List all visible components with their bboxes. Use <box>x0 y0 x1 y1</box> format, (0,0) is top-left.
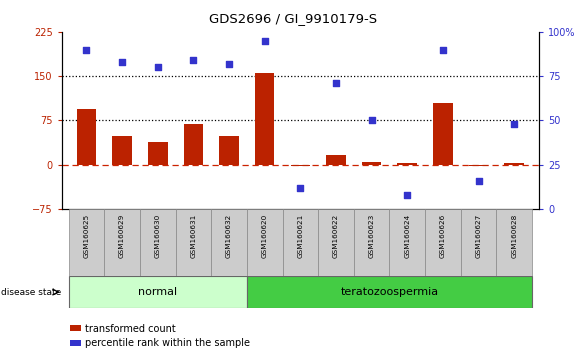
Bar <box>113 136 132 165</box>
Bar <box>496 209 532 276</box>
Text: GSM160623: GSM160623 <box>369 214 374 258</box>
Text: GSM160626: GSM160626 <box>440 214 446 258</box>
Text: GDS2696 / GI_9910179-S: GDS2696 / GI_9910179-S <box>209 12 377 25</box>
Text: GSM160629: GSM160629 <box>119 214 125 258</box>
Text: GSM160624: GSM160624 <box>404 214 410 258</box>
Bar <box>255 73 274 165</box>
Bar <box>77 109 96 165</box>
Bar <box>505 164 524 165</box>
Text: GSM160627: GSM160627 <box>475 214 482 258</box>
Text: GSM160622: GSM160622 <box>333 214 339 258</box>
Text: normal: normal <box>138 287 178 297</box>
Bar <box>70 325 81 331</box>
Point <box>153 64 162 70</box>
Text: GSM160631: GSM160631 <box>190 214 196 258</box>
Bar <box>362 162 381 165</box>
Bar <box>176 209 211 276</box>
Bar <box>282 209 318 276</box>
Point <box>296 185 305 190</box>
Point <box>224 61 234 67</box>
Bar <box>219 136 239 165</box>
Text: percentile rank within the sample: percentile rank within the sample <box>85 338 250 348</box>
Text: GSM160620: GSM160620 <box>262 214 268 258</box>
Point <box>474 178 483 183</box>
Bar <box>318 209 354 276</box>
Bar <box>291 165 310 166</box>
Bar <box>140 209 176 276</box>
Bar <box>183 125 203 165</box>
Point <box>509 121 519 127</box>
Point <box>367 118 376 123</box>
Text: disease state: disease state <box>1 287 62 297</box>
Text: GSM160632: GSM160632 <box>226 214 232 258</box>
Point <box>117 59 127 65</box>
Bar <box>148 142 168 165</box>
Bar <box>461 209 496 276</box>
Bar <box>390 209 425 276</box>
Text: GSM160628: GSM160628 <box>511 214 517 258</box>
Bar <box>104 209 140 276</box>
Point <box>331 80 340 86</box>
Point <box>403 192 412 198</box>
Bar <box>211 209 247 276</box>
Bar <box>354 209 390 276</box>
Bar <box>469 165 488 166</box>
Text: GSM160625: GSM160625 <box>83 214 90 258</box>
Bar <box>433 103 453 165</box>
Bar <box>69 276 247 308</box>
Bar <box>326 155 346 165</box>
Text: transformed count: transformed count <box>85 324 176 333</box>
Bar <box>247 209 282 276</box>
Bar <box>247 276 532 308</box>
Point <box>438 47 448 52</box>
Bar <box>70 340 81 346</box>
Text: GSM160630: GSM160630 <box>155 214 161 258</box>
Point <box>82 47 91 52</box>
Bar <box>425 209 461 276</box>
Bar <box>69 209 104 276</box>
Text: GSM160621: GSM160621 <box>297 214 304 258</box>
Point <box>260 38 270 44</box>
Text: teratozoospermia: teratozoospermia <box>340 287 438 297</box>
Point <box>189 57 198 63</box>
Bar <box>397 164 417 165</box>
